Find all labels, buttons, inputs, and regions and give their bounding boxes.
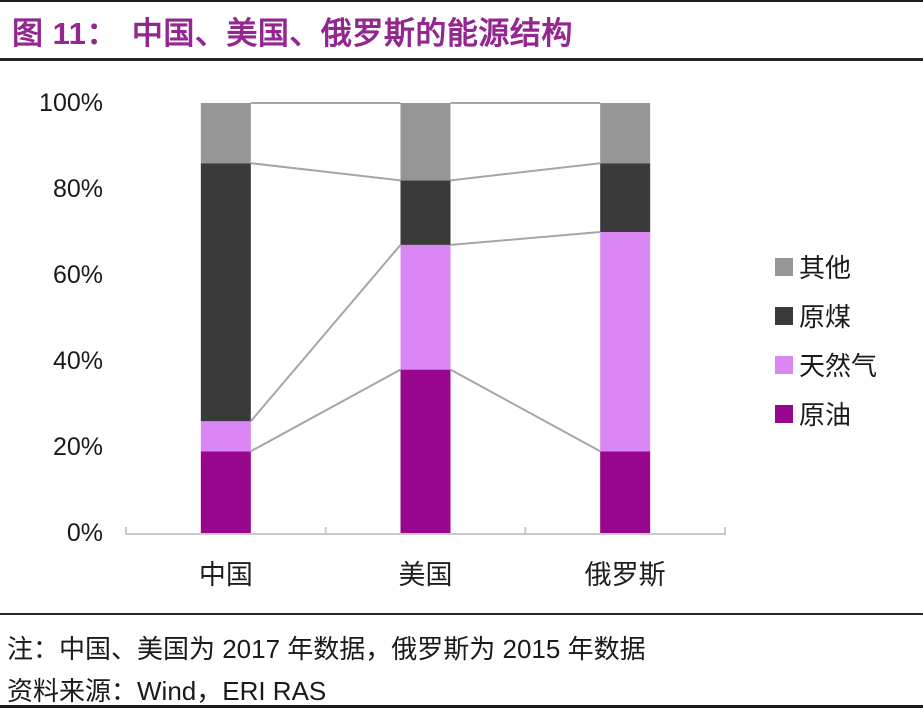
series-connector-line	[250, 368, 401, 453]
bar-segment	[400, 369, 451, 533]
bar-segment	[400, 244, 451, 370]
title-divider-rule	[0, 58, 923, 61]
y-tick-label: 0%	[66, 519, 103, 547]
category-label: 美国	[398, 560, 453, 590]
top-border-rule	[0, 0, 923, 2]
bar-segment	[400, 180, 451, 245]
legend-swatch	[775, 306, 793, 325]
series-connector-line	[450, 231, 601, 246]
bar-segment	[200, 103, 251, 164]
y-tick-label: 100%	[39, 89, 103, 117]
legend-item: 原油	[775, 389, 877, 438]
figure-label: 图 11：	[12, 16, 118, 51]
y-tick-label: 80%	[52, 175, 103, 203]
bar-segment	[600, 103, 651, 164]
series-connector-line	[250, 244, 402, 422]
legend-label: 原油	[799, 400, 852, 430]
bar-segment	[200, 421, 251, 452]
figure-title-text: 中国、美国、俄罗斯的能源结构	[131, 16, 573, 51]
chart-legend: 其他 原煤 天然气 原油	[775, 242, 877, 438]
y-tick-label: 60%	[52, 261, 103, 289]
series-connector-line	[250, 162, 401, 182]
bar-segment	[600, 451, 651, 533]
bar-segment	[200, 163, 251, 422]
legend-label: 其他	[799, 253, 852, 283]
legend-swatch	[775, 355, 793, 374]
bar-segment	[200, 451, 251, 533]
bar-segment	[600, 163, 651, 232]
category-label: 俄罗斯	[584, 560, 666, 590]
series-connector-line	[450, 162, 601, 182]
y-tick-label: 20%	[52, 433, 103, 461]
legend-item: 其他	[775, 242, 877, 291]
bar-segment	[400, 103, 451, 181]
series-connector-line	[450, 368, 601, 453]
figure-source: 资料来源：Wind，ERI RAS	[7, 676, 327, 706]
figure-title: 图 11： 中国、美国、俄罗斯的能源结构	[12, 8, 573, 53]
figure-note: 注：中国、美国为 2017 年数据，俄罗斯为 2015 年数据	[7, 634, 646, 664]
category-label: 中国	[198, 560, 253, 590]
notes-divider-rule	[0, 613, 923, 615]
legend-swatch	[775, 404, 793, 423]
bottom-border-rule	[0, 705, 923, 708]
legend-swatch	[775, 257, 793, 276]
y-tick-label: 40%	[52, 347, 103, 375]
legend-label: 天然气	[799, 351, 878, 381]
legend-item: 原煤	[775, 291, 877, 340]
bar-segment	[600, 232, 651, 452]
legend-label: 原煤	[799, 302, 852, 332]
legend-item: 天然气	[775, 340, 877, 389]
